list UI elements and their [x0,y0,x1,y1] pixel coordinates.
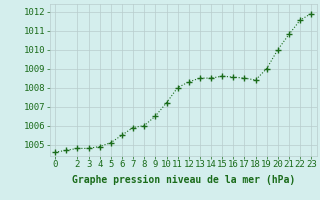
X-axis label: Graphe pression niveau de la mer (hPa): Graphe pression niveau de la mer (hPa) [72,175,295,185]
